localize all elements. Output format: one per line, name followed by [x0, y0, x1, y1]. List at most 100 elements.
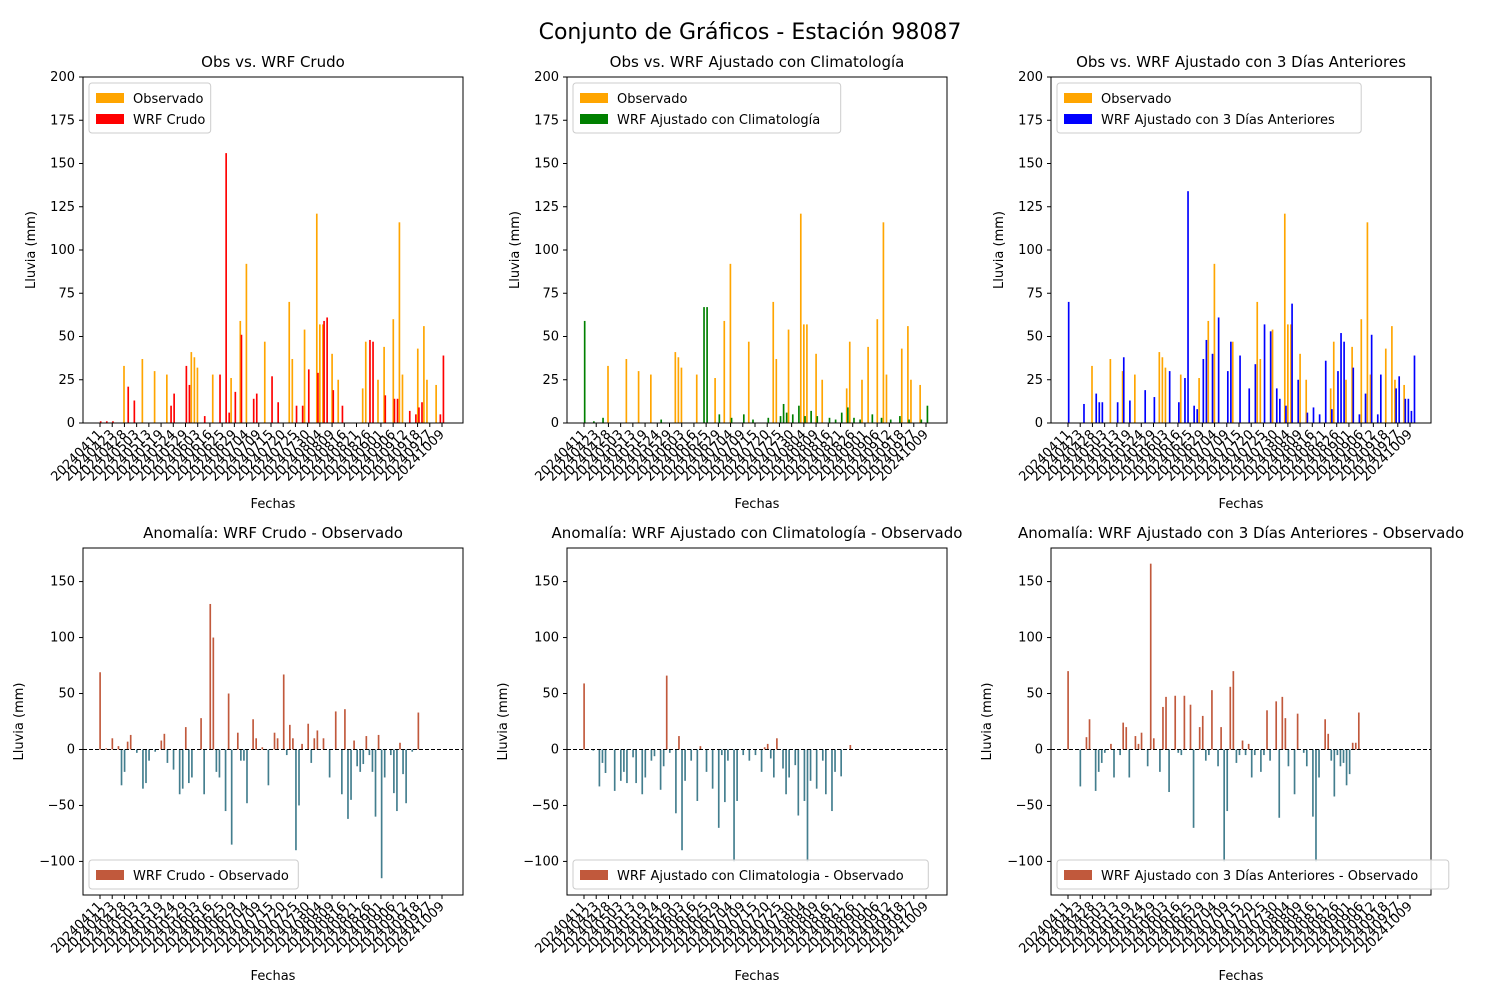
chart-title: Anomalía: WRF Crudo - Observado	[143, 524, 403, 542]
bar	[285, 749, 288, 756]
bar	[319, 324, 321, 423]
bar	[365, 736, 368, 750]
bar	[794, 749, 797, 766]
bar	[1283, 213, 1286, 423]
bar	[317, 372, 319, 423]
bar	[191, 749, 193, 778]
bar	[674, 352, 677, 423]
legend: Observado WRF Crudo	[88, 82, 212, 134]
bar	[675, 749, 677, 814]
bar	[907, 326, 909, 423]
bar	[1259, 358, 1262, 423]
legend-label: Observado	[617, 92, 688, 107]
y-axis-label: Lluvia (mm)	[12, 683, 27, 761]
bar	[798, 405, 800, 423]
bar	[632, 749, 634, 758]
bar	[364, 341, 367, 423]
bar	[1178, 402, 1180, 423]
bar	[848, 341, 851, 423]
y-tick-label: 100	[1018, 631, 1043, 646]
bar	[273, 732, 276, 750]
figure-title: Conjunto de Gráficos - Estación 98087	[539, 20, 962, 45]
bar	[166, 374, 168, 423]
bar	[736, 749, 738, 801]
bar	[1067, 671, 1069, 750]
plot-area	[1051, 548, 1431, 895]
bar	[1263, 749, 1265, 756]
bar	[353, 740, 355, 750]
bar	[1318, 414, 1321, 423]
bar	[787, 329, 790, 423]
bar	[1184, 378, 1186, 423]
bar	[1109, 358, 1112, 423]
bar	[230, 378, 232, 423]
bar	[1336, 749, 1339, 756]
bar	[243, 749, 245, 761]
legend-swatch	[580, 93, 608, 103]
bar	[1230, 341, 1232, 423]
bar	[1370, 334, 1373, 423]
bar	[699, 746, 702, 750]
bar	[1413, 355, 1416, 423]
bar	[1100, 749, 1103, 763]
bar	[1208, 749, 1210, 756]
bar	[861, 379, 863, 423]
bar	[439, 414, 442, 423]
bar	[845, 388, 848, 423]
legend-swatch	[580, 114, 608, 124]
bar	[301, 405, 304, 423]
bar	[660, 419, 663, 423]
y-tick-label: 150	[534, 157, 559, 172]
bar	[313, 738, 316, 750]
bar	[203, 749, 205, 795]
bar	[203, 416, 206, 423]
bar	[326, 317, 328, 423]
bar	[1407, 398, 1410, 423]
bar	[1095, 393, 1098, 423]
chart-obs-vs-clim: Obs vs. WRF Ajustado con Climatología 0 25…	[508, 53, 948, 512]
bar	[797, 749, 800, 816]
bar	[153, 371, 156, 423]
bar	[1324, 360, 1327, 423]
bar	[635, 749, 637, 784]
y-tick-label: 50	[58, 687, 75, 702]
bar	[377, 734, 380, 750]
bar	[112, 421, 114, 423]
x-axis-label: Fechas	[1219, 497, 1264, 512]
x-axis-label: Fechas	[735, 497, 780, 512]
bar	[1201, 715, 1204, 750]
bar	[1290, 324, 1292, 423]
bar	[291, 358, 294, 423]
bar	[344, 709, 346, 750]
bar	[263, 341, 266, 423]
bar	[228, 412, 231, 423]
bar	[310, 749, 313, 763]
bar	[416, 348, 419, 423]
bar	[145, 749, 147, 784]
bar	[236, 732, 239, 750]
axes-frame	[82, 547, 464, 896]
bar	[876, 319, 879, 423]
y-tick-label: 100	[1018, 243, 1043, 258]
bar	[1331, 409, 1333, 423]
bar	[1149, 563, 1152, 750]
y-tick-label: 125	[1018, 200, 1043, 215]
legend-box	[572, 859, 929, 890]
bar	[218, 749, 221, 778]
bar	[1337, 371, 1339, 423]
bar	[362, 749, 365, 765]
bar	[821, 379, 824, 423]
legend-label: WRF Ajustado con Climatología	[617, 113, 820, 128]
bar	[1244, 749, 1247, 756]
bar	[742, 414, 745, 423]
y-tick-label: −50	[48, 798, 75, 813]
y-tick-label: 50	[58, 330, 75, 345]
bar	[847, 407, 849, 423]
bar	[1285, 405, 1287, 423]
legend-box	[572, 82, 842, 134]
bar	[323, 320, 325, 423]
bar	[1177, 749, 1180, 753]
y-tick-label: 150	[50, 575, 75, 590]
bar	[1348, 749, 1351, 775]
bar	[372, 341, 374, 423]
